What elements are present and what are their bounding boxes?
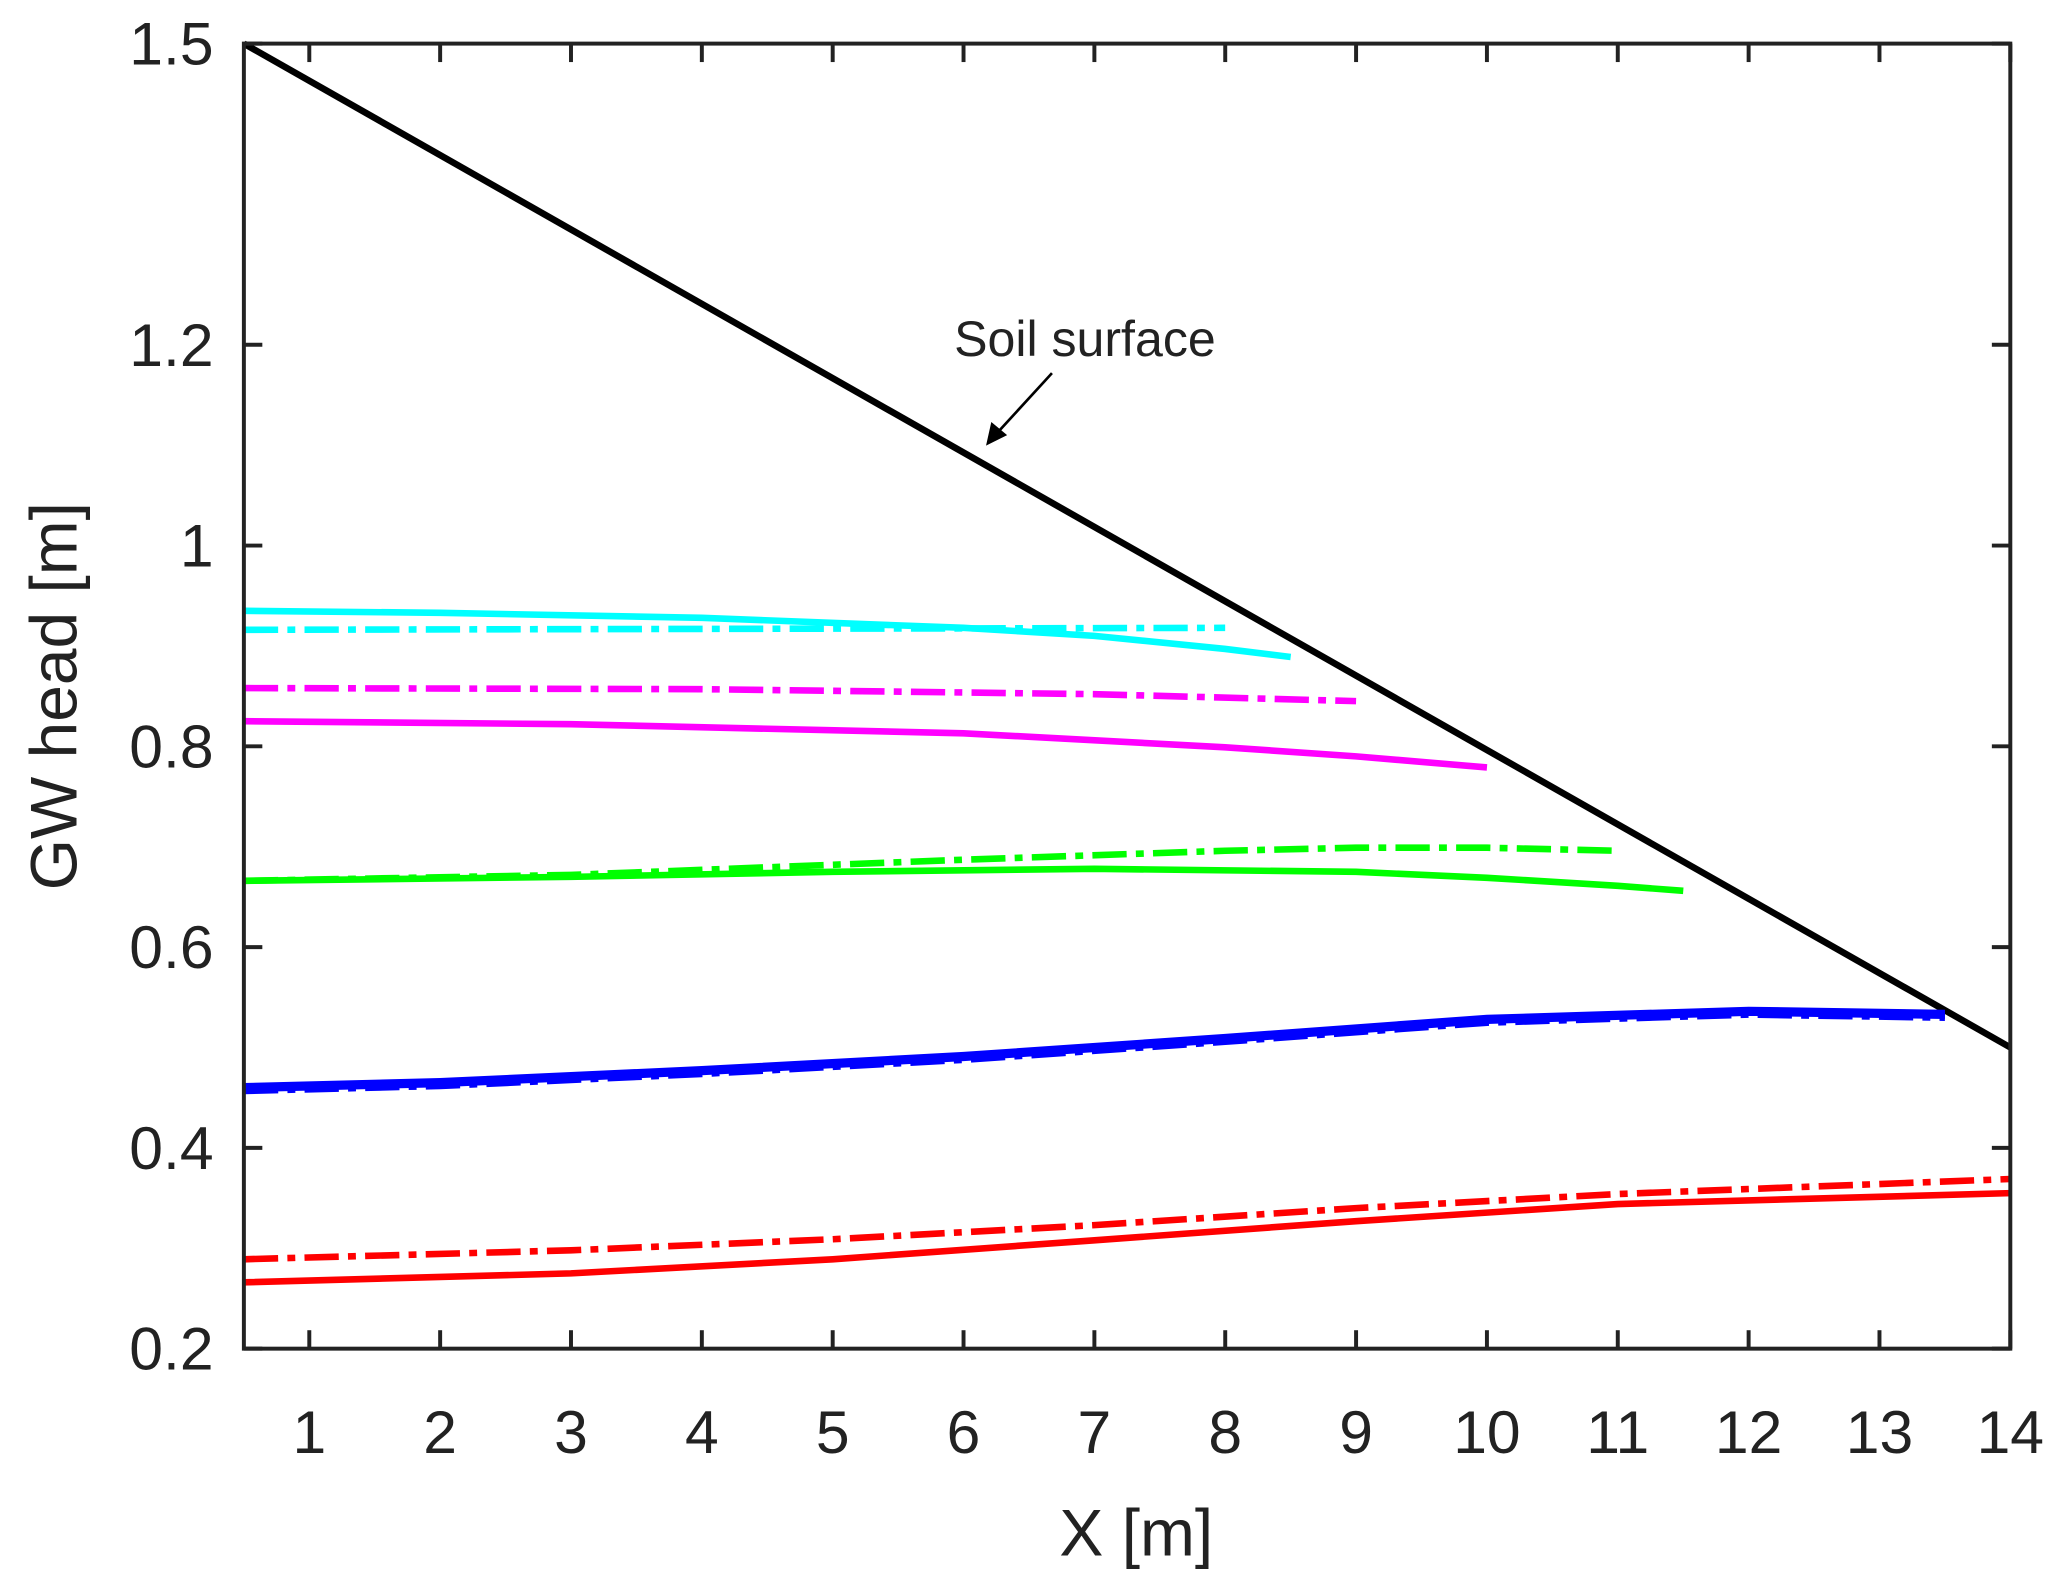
- y-tick-label: 0.2: [129, 1315, 213, 1383]
- annotation-arrow: [986, 372, 1053, 446]
- series-layer: [242, 40, 2012, 1286]
- series-line-3: [243, 684, 1357, 705]
- series-line-6: [243, 844, 1618, 885]
- x-tick-label: 8: [1208, 1398, 1242, 1466]
- annotation-soil-surface: Soil surface: [954, 311, 1216, 367]
- series-line-0: [242, 40, 2012, 1051]
- series-line-9: [243, 1189, 2011, 1286]
- x-tick-label: 10: [1453, 1398, 1520, 1466]
- plot-frame: [241, 41, 2013, 1351]
- series-line-8: [243, 1008, 1946, 1095]
- x-tick-label: 11: [1586, 1398, 1649, 1466]
- series-line-10: [243, 1175, 2011, 1263]
- x-tick-label: 7: [1078, 1398, 1112, 1466]
- series-line-1: [243, 607, 1292, 661]
- x-tick-label: 9: [1339, 1398, 1373, 1466]
- y-tick-label: 0.8: [129, 712, 213, 780]
- y-tick-label: 0.4: [129, 1114, 213, 1182]
- series-line-4: [243, 717, 1488, 771]
- y-tick-label: 1.2: [129, 311, 213, 379]
- x-tick-label: 2: [423, 1398, 457, 1466]
- y-axis-label: GW head [m]: [16, 502, 90, 890]
- y-tick-label: 1.5: [129, 10, 213, 78]
- y-tick-label: 1: [180, 512, 214, 580]
- x-tick-label: 5: [816, 1398, 850, 1466]
- x-tick-label: 13: [1846, 1398, 1913, 1466]
- x-tick-label: 6: [947, 1398, 981, 1466]
- x-tick-label: 4: [685, 1398, 719, 1466]
- x-tick-label: 3: [554, 1398, 588, 1466]
- x-tick-label: 12: [1715, 1398, 1782, 1466]
- series-line-2: [243, 624, 1226, 634]
- x-axis-label: X [m]: [1059, 1496, 1213, 1570]
- y-tick-label: 0.6: [129, 913, 213, 981]
- x-tick-label: 1: [292, 1398, 326, 1466]
- ticks: 1 2 3 4 5 6 7 8 9 10 11 12 13 141.51.210.80.60.40.2: [129, 10, 2044, 1466]
- x-tick-label: 14: [1977, 1398, 2044, 1466]
